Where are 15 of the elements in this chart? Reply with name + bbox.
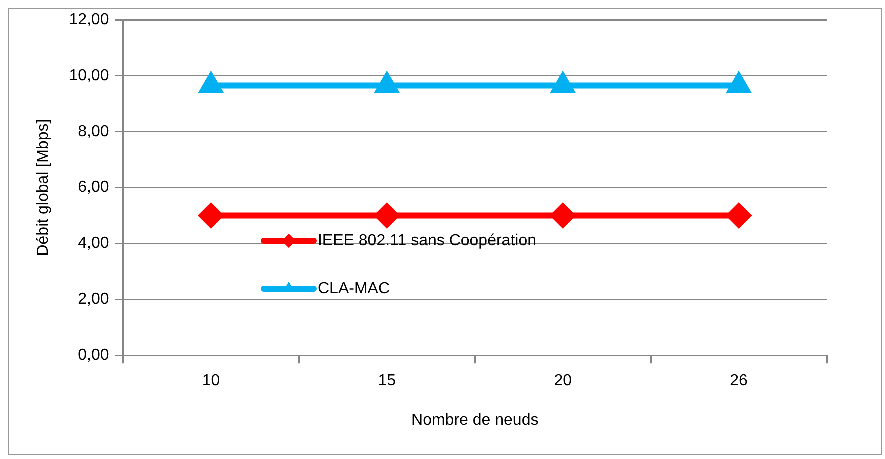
y-tick-label: 12,00: [69, 11, 110, 28]
legend-label: IEEE 802.11 sans Coopération: [318, 232, 537, 250]
y-tick-label: 2,00: [78, 291, 110, 308]
y-tick-label: 0,00: [78, 347, 110, 364]
y-axis-title: Débit global [Mbps]: [35, 119, 52, 256]
y-tick-label: 8,00: [78, 123, 110, 140]
legend-label: CLA-MAC: [318, 280, 390, 298]
y-tick-label: 6,00: [78, 179, 110, 196]
x-axis-title: Nombre de neuds: [412, 412, 539, 429]
x-tick-label: 15: [378, 372, 396, 390]
y-tick-label: 4,00: [78, 235, 110, 252]
y-tick-label: 10,00: [69, 67, 110, 84]
x-tick-label: 26: [730, 372, 748, 390]
x-tick-label: 10: [202, 372, 220, 390]
x-tick-label: 20: [554, 372, 572, 390]
